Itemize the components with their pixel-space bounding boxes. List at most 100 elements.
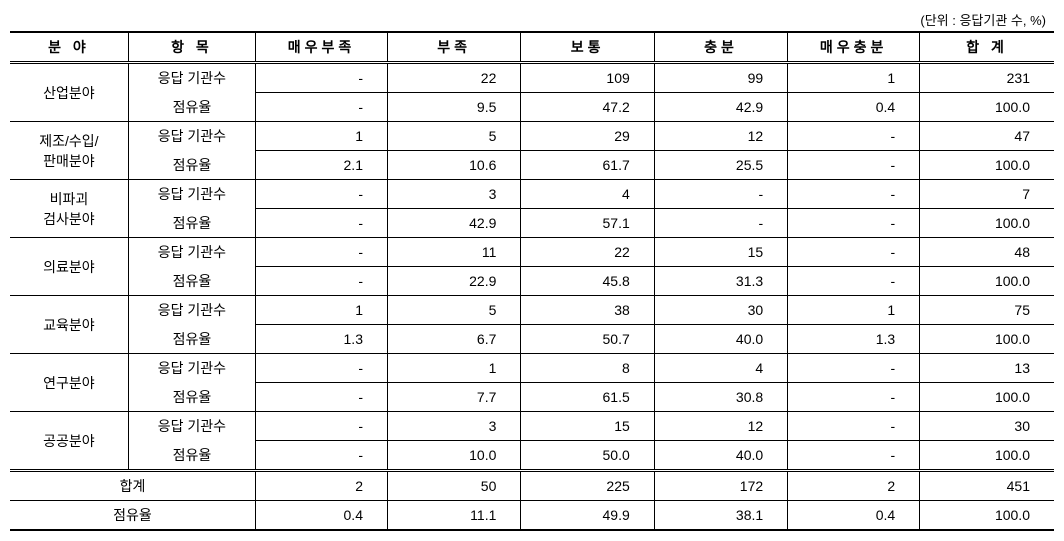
table-row: 점유율-42.957.1--100.0 <box>10 209 1054 238</box>
value-cell: 1 <box>255 122 387 151</box>
value-cell: 25.5 <box>654 151 787 180</box>
item-label-count: 응답 기관수 <box>128 180 255 209</box>
value-cell: 8 <box>521 354 654 383</box>
item-label-share: 점유율 <box>128 93 255 122</box>
item-label-count: 응답 기관수 <box>128 122 255 151</box>
table-row: 제조/수입/ 판매분야응답 기관수152912-47 <box>10 122 1054 151</box>
value-cell: - <box>255 180 387 209</box>
category-cell: 비파괴 검사분야 <box>10 180 128 238</box>
value-cell: - <box>255 412 387 441</box>
value-cell: - <box>255 209 387 238</box>
value-cell: 109 <box>521 63 654 93</box>
total-value-cell: 2 <box>255 471 387 501</box>
value-cell: - <box>788 122 920 151</box>
value-cell: 0.4 <box>788 93 920 122</box>
value-cell: 30 <box>654 296 787 325</box>
value-cell: - <box>788 383 920 412</box>
header-c4: 충분 <box>654 32 787 63</box>
total-row: 합계2502251722451 <box>10 471 1054 501</box>
value-cell: 2.1 <box>255 151 387 180</box>
value-cell: 40.0 <box>654 441 787 471</box>
value-cell: 7.7 <box>387 383 520 412</box>
value-cell: 47 <box>920 122 1054 151</box>
value-cell: 22 <box>387 63 520 93</box>
value-cell: - <box>255 383 387 412</box>
value-cell: 75 <box>920 296 1054 325</box>
value-cell: 6.7 <box>387 325 520 354</box>
table-row: 점유율-22.945.831.3-100.0 <box>10 267 1054 296</box>
value-cell: 13 <box>920 354 1054 383</box>
value-cell: - <box>255 63 387 93</box>
value-cell: 61.7 <box>521 151 654 180</box>
header-row: 분 야 항 목 매우부족 부족 보통 충분 매우충분 합 계 <box>10 32 1054 63</box>
value-cell: - <box>654 209 787 238</box>
value-cell: 100.0 <box>920 325 1054 354</box>
total-row: 점유율0.411.149.938.10.4100.0 <box>10 501 1054 531</box>
item-label-share: 점유율 <box>128 383 255 412</box>
total-value-cell: 172 <box>654 471 787 501</box>
value-cell: 15 <box>654 238 787 267</box>
item-label-count: 응답 기관수 <box>128 296 255 325</box>
table-row: 점유율-10.050.040.0-100.0 <box>10 441 1054 471</box>
value-cell: 30.8 <box>654 383 787 412</box>
value-cell: - <box>255 354 387 383</box>
header-c3: 보통 <box>521 32 654 63</box>
value-cell: 10.0 <box>387 441 520 471</box>
table-row: 점유율2.110.661.725.5-100.0 <box>10 151 1054 180</box>
value-cell: - <box>255 441 387 471</box>
item-label-count: 응답 기관수 <box>128 63 255 93</box>
item-label-share: 점유율 <box>128 325 255 354</box>
table-row: 산업분야응답 기관수-22109991231 <box>10 63 1054 93</box>
value-cell: 42.9 <box>387 209 520 238</box>
item-label-count: 응답 기관수 <box>128 238 255 267</box>
value-cell: 48 <box>920 238 1054 267</box>
table-row: 의료분야응답 기관수-112215-48 <box>10 238 1054 267</box>
value-cell: 11 <box>387 238 520 267</box>
header-category: 분 야 <box>10 32 128 63</box>
value-cell: 100.0 <box>920 267 1054 296</box>
total-share-label: 점유율 <box>10 501 255 531</box>
category-cell: 산업분야 <box>10 63 128 122</box>
value-cell: 1 <box>788 63 920 93</box>
value-cell: 3 <box>387 180 520 209</box>
value-cell: 1.3 <box>788 325 920 354</box>
item-label-share: 점유율 <box>128 267 255 296</box>
value-cell: 50.7 <box>521 325 654 354</box>
value-cell: 12 <box>654 412 787 441</box>
value-cell: 5 <box>387 122 520 151</box>
value-cell: 45.8 <box>521 267 654 296</box>
value-cell: - <box>788 412 920 441</box>
table-row: 연구분야응답 기관수-184-13 <box>10 354 1054 383</box>
value-cell: 231 <box>920 63 1054 93</box>
value-cell: - <box>255 238 387 267</box>
value-cell: - <box>788 441 920 471</box>
total-value-cell: 0.4 <box>255 501 387 531</box>
value-cell: 10.6 <box>387 151 520 180</box>
header-total: 합 계 <box>920 32 1054 63</box>
header-c1: 매우부족 <box>255 32 387 63</box>
value-cell: 22.9 <box>387 267 520 296</box>
value-cell: 100.0 <box>920 93 1054 122</box>
table-row: 점유율-7.761.530.8-100.0 <box>10 383 1054 412</box>
category-cell: 교육분야 <box>10 296 128 354</box>
header-item: 항 목 <box>128 32 255 63</box>
value-cell: 100.0 <box>920 441 1054 471</box>
total-value-cell: 0.4 <box>788 501 920 531</box>
value-cell: 61.5 <box>521 383 654 412</box>
data-table: 분 야 항 목 매우부족 부족 보통 충분 매우충분 합 계 산업분야응답 기관… <box>10 31 1054 531</box>
value-cell: 31.3 <box>654 267 787 296</box>
value-cell: - <box>788 354 920 383</box>
value-cell: 15 <box>521 412 654 441</box>
value-cell: 50.0 <box>521 441 654 471</box>
value-cell: 12 <box>654 122 787 151</box>
total-value-cell: 50 <box>387 471 520 501</box>
value-cell: 100.0 <box>920 383 1054 412</box>
value-cell: 29 <box>521 122 654 151</box>
value-cell: 57.1 <box>521 209 654 238</box>
value-cell: - <box>788 180 920 209</box>
total-value-cell: 225 <box>521 471 654 501</box>
category-cell: 연구분야 <box>10 354 128 412</box>
value-cell: 5 <box>387 296 520 325</box>
value-cell: 100.0 <box>920 151 1054 180</box>
item-label-share: 점유율 <box>128 209 255 238</box>
